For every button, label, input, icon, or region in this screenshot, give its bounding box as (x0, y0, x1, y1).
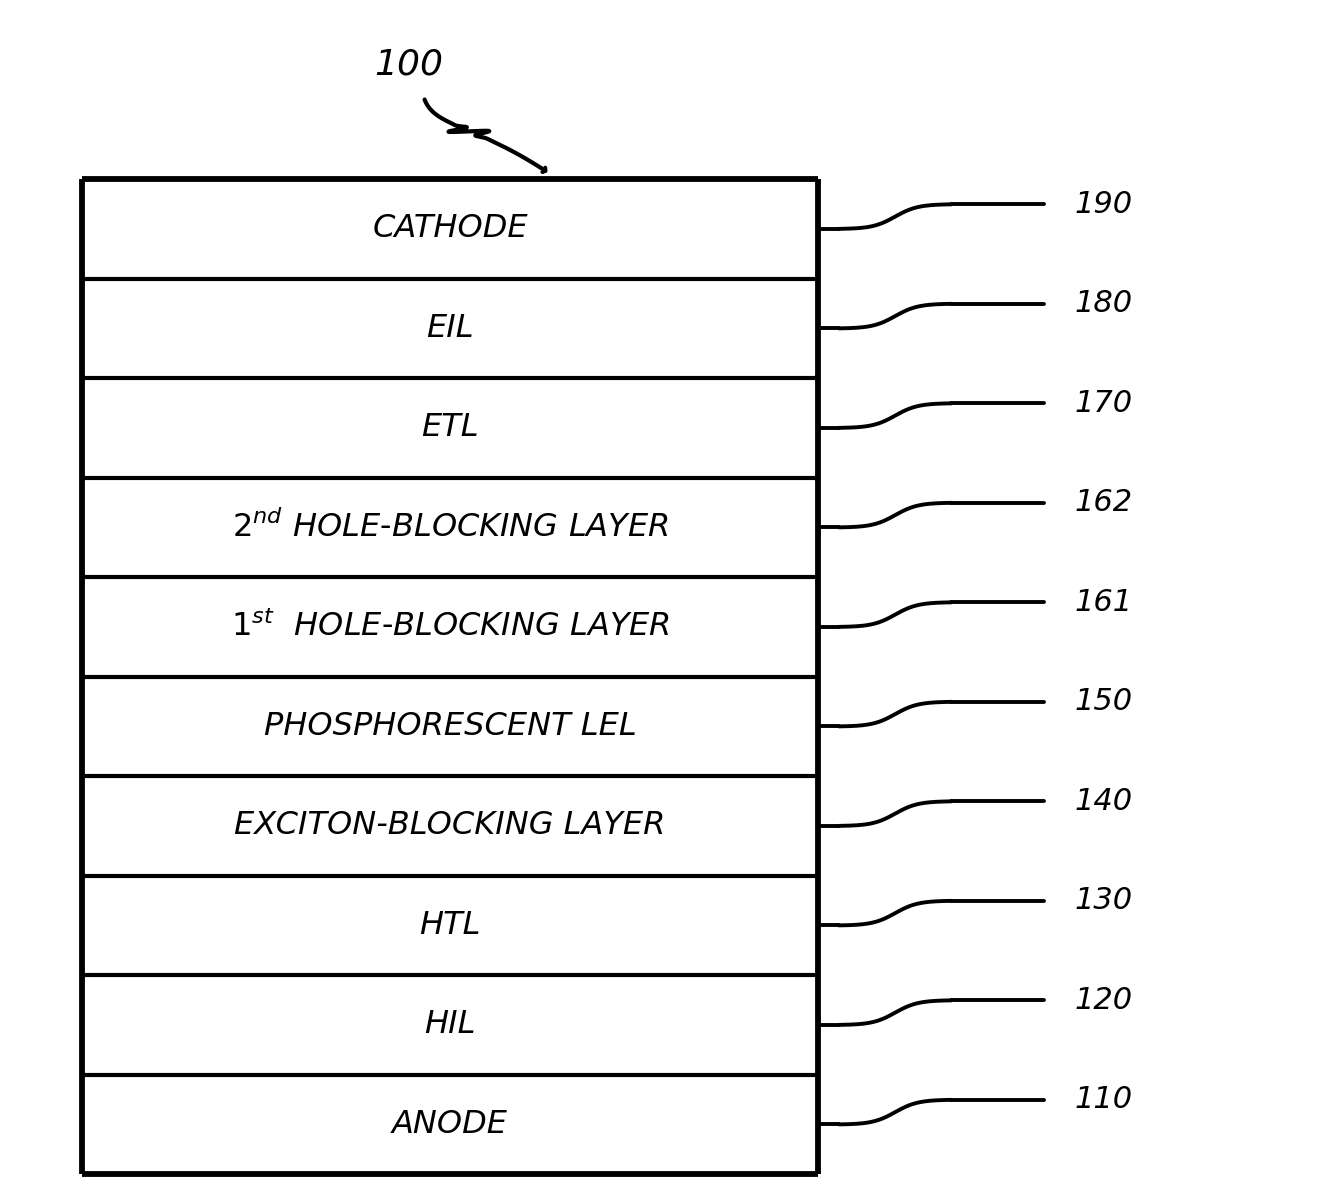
Text: 130: 130 (1075, 886, 1132, 915)
Text: ANODE: ANODE (392, 1109, 508, 1140)
Text: $1^{\mathit{st}}$$\mathit{\ \ HOLE\text{-}BLOCKING\ LAYER}$: $1^{\mathit{st}}$$\mathit{\ \ HOLE\text{… (230, 610, 670, 643)
Text: HIL: HIL (424, 1009, 476, 1040)
Text: 150: 150 (1075, 687, 1132, 716)
Text: 100: 100 (375, 48, 444, 82)
Text: ETL: ETL (422, 412, 479, 443)
Text: EIL: EIL (427, 313, 473, 344)
Text: $2^{\mathit{nd}}$$\mathit{\ HOLE\text{-}BLOCKING\ LAYER}$: $2^{\mathit{nd}}$$\mathit{\ HOLE\text{-}… (231, 510, 669, 544)
Text: CATHODE: CATHODE (372, 213, 528, 244)
Text: 140: 140 (1075, 787, 1132, 816)
Text: 110: 110 (1075, 1085, 1132, 1115)
Text: PHOSPHORESCENT LEL: PHOSPHORESCENT LEL (263, 710, 637, 742)
Text: HTL: HTL (419, 910, 481, 940)
Text: 162: 162 (1075, 489, 1132, 518)
Text: 161: 161 (1075, 588, 1132, 616)
Text: 190: 190 (1075, 190, 1132, 219)
Text: 170: 170 (1075, 389, 1132, 418)
Text: 120: 120 (1075, 986, 1132, 1015)
Text: 180: 180 (1075, 289, 1132, 318)
Text: EXCITON-BLOCKING LAYER: EXCITON-BLOCKING LAYER (234, 810, 666, 842)
